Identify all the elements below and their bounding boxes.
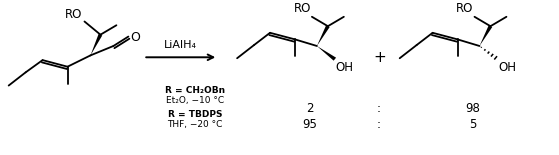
Text: 98: 98 [465, 102, 480, 115]
Text: Et₂O, −10 °C: Et₂O, −10 °C [166, 96, 224, 105]
Text: THF, −20 °C: THF, −20 °C [168, 120, 223, 129]
Text: 95: 95 [302, 118, 318, 131]
Polygon shape [317, 25, 330, 46]
Text: R = CH₂OBn: R = CH₂OBn [165, 86, 225, 95]
Polygon shape [317, 46, 336, 61]
Text: 2: 2 [306, 102, 314, 115]
Text: RO: RO [293, 2, 311, 15]
Text: RO: RO [456, 2, 473, 15]
Text: OH: OH [499, 61, 517, 74]
Polygon shape [91, 34, 102, 55]
Text: O: O [130, 31, 140, 44]
Text: R = TBDPS: R = TBDPS [168, 110, 222, 119]
Text: :: : [377, 118, 381, 131]
Text: RO: RO [65, 8, 83, 21]
Polygon shape [480, 25, 492, 46]
Text: OH: OH [336, 61, 354, 74]
Text: :: : [377, 102, 381, 115]
Text: LiAlH₄: LiAlH₄ [164, 40, 197, 50]
Text: +: + [373, 50, 386, 65]
Text: 5: 5 [469, 118, 476, 131]
